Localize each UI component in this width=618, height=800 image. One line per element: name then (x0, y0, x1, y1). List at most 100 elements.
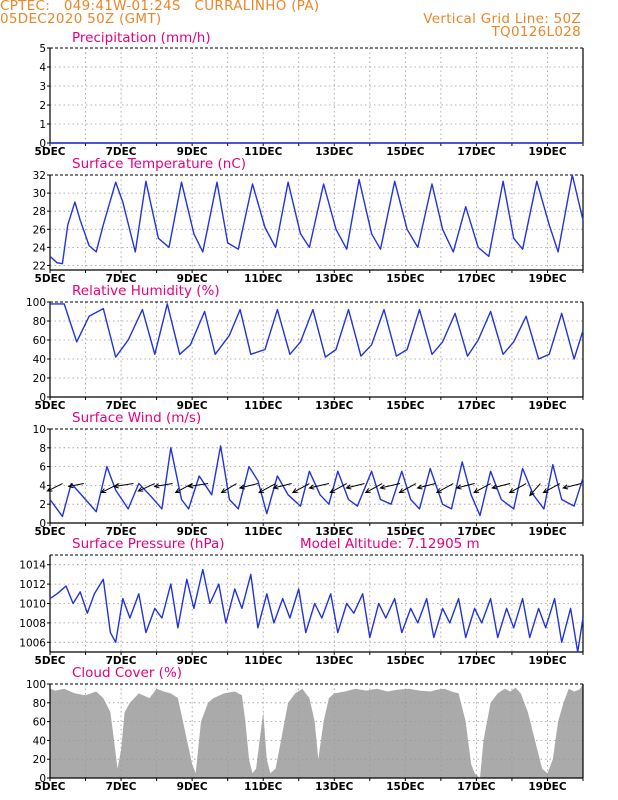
wind-arrow-shaft (492, 483, 511, 489)
x-tick-label: 9DEC (177, 655, 208, 667)
x-tick-label: 15DEC (386, 655, 425, 667)
wind-arrow-head (435, 488, 442, 494)
wind-arrow-shaft (417, 483, 436, 489)
y-tick-label: 40 (33, 354, 46, 366)
wind-arrow-head (272, 484, 279, 490)
wind-arrow (308, 483, 330, 490)
x-tick-label: 9DEC (177, 273, 208, 285)
y-tick-label: 60 (33, 717, 46, 729)
wind-arrow-shaft (563, 483, 582, 489)
wind-arrow-shaft (175, 483, 193, 493)
wind-arrow (112, 483, 134, 489)
x-tick-label: 17DEC (457, 400, 496, 412)
header-grid-line: Vertical Grid Line: 50Z (423, 11, 581, 27)
x-tick-label: 11DEC (244, 781, 283, 793)
wind-arrow (542, 483, 561, 494)
x-tick-label: 7DEC (106, 655, 137, 667)
x-tick-label: 19DEC (528, 400, 567, 412)
panel-title: Cloud Cover (%) (72, 665, 182, 681)
wind-arrow-shaft (365, 483, 383, 493)
wind-arrow-shaft (68, 483, 84, 488)
wind-arrow-head (291, 488, 298, 494)
panel-title: Surface Wind (m/s) (72, 410, 201, 426)
y-tick-label: 0 (39, 392, 46, 404)
wind-arrow-shaft (380, 483, 401, 489)
y-tick-label: 5 (39, 43, 46, 55)
wind-arrow (491, 483, 511, 490)
y-tick-label: 3 (39, 81, 46, 93)
wind-arrow-head (364, 488, 371, 494)
panel-6: 0 20 40 60 80 100 5DEC 7DEC 9DEC 11DEC 13DEC 15DEC 1… (26, 665, 584, 793)
x-tick-label: 17DEC (457, 526, 496, 538)
wind-arrow (416, 483, 436, 490)
x-tick-label: 19DEC (528, 273, 567, 285)
y-tick-label: 22 (33, 260, 46, 272)
wind-arrow (220, 483, 237, 494)
x-tick-label: 17DEC (457, 781, 496, 793)
y-tick-label: 2 (39, 100, 46, 112)
y-tick-label: 1012 (19, 579, 46, 591)
wind-arrow (455, 483, 475, 490)
wind-arrow-head (379, 484, 386, 490)
x-tick-label: 11DEC (244, 526, 283, 538)
wind-arrow-head (187, 483, 194, 489)
wind-arrow (508, 483, 527, 494)
wind-arrow-shaft (509, 483, 527, 493)
wind-arrow (291, 483, 310, 494)
y-tick-label: 40 (33, 735, 46, 747)
header-datetime: 05DEC2020 50Z (GMT) (0, 11, 162, 27)
panel-3: 0 20 40 60 80 100 5DEC 7DEC 9DEC 11DEC 13DEC 15DEC 1… (26, 283, 584, 412)
wind-arrow (379, 483, 401, 490)
x-tick-label: 5DEC (35, 146, 66, 158)
wind-arrow-head (508, 488, 515, 494)
x-tick-label: 11DEC (244, 655, 283, 667)
y-tick-label: 1 (39, 119, 46, 131)
series-line (49, 445, 584, 518)
panel-title: Surface Pressure (hPa) (72, 536, 225, 552)
x-tick-label: 9DEC (177, 781, 208, 793)
wind-arrow-head (153, 483, 160, 489)
wind-arrow-head (238, 484, 245, 490)
x-tick-label: 19DEC (528, 526, 567, 538)
x-tick-label: 13DEC (315, 781, 354, 793)
wind-arrow-shaft (529, 483, 541, 496)
wind-arrow-shaft (113, 483, 134, 488)
wind-arrow-shaft (239, 483, 258, 489)
wind-arrow (529, 483, 541, 497)
wind-arrow-shaft (221, 483, 237, 493)
x-tick-label: 15DEC (386, 781, 425, 793)
y-tick-label: 20 (33, 754, 46, 766)
wind-arrow (174, 483, 193, 494)
wind-arrow-head (137, 486, 144, 492)
x-tick-label: 11DEC (244, 400, 283, 412)
wind-arrow-head (529, 490, 535, 497)
wind-arrow-head (67, 483, 74, 489)
wind-arrow (398, 483, 417, 494)
y-tick-label: 1006 (19, 637, 46, 649)
wind-arrow-head (100, 488, 107, 494)
y-tick-label: 24 (33, 242, 47, 254)
x-tick-label: 15DEC (386, 273, 425, 285)
y-tick-label: 0 (39, 773, 46, 785)
wind-arrow-head (46, 486, 53, 492)
x-tick-label: 15DEC (386, 146, 425, 158)
wind-arrow (272, 483, 292, 490)
y-tick-label: 26 (33, 224, 47, 236)
y-tick-label: 4 (39, 480, 46, 492)
x-tick-label: 13DEC (315, 526, 354, 538)
wind-arrow (329, 483, 347, 494)
wind-arrow-shaft (138, 483, 156, 492)
y-tick-label: 80 (33, 698, 46, 710)
wind-arrow-shaft (273, 483, 292, 489)
wind-arrow-shaft (346, 483, 365, 489)
wind-arrow (238, 483, 258, 490)
header-model: TQ0126L028 (491, 24, 581, 40)
wind-arrow-head (174, 488, 181, 494)
x-tick-label: 17DEC (457, 273, 496, 285)
x-tick-label: 5DEC (35, 526, 66, 538)
wind-arrow-shaft (309, 483, 330, 489)
wind-arrow (345, 483, 365, 490)
x-tick-label: 7DEC (106, 146, 137, 158)
panel-title: Surface Temperature (nC) (72, 156, 246, 172)
